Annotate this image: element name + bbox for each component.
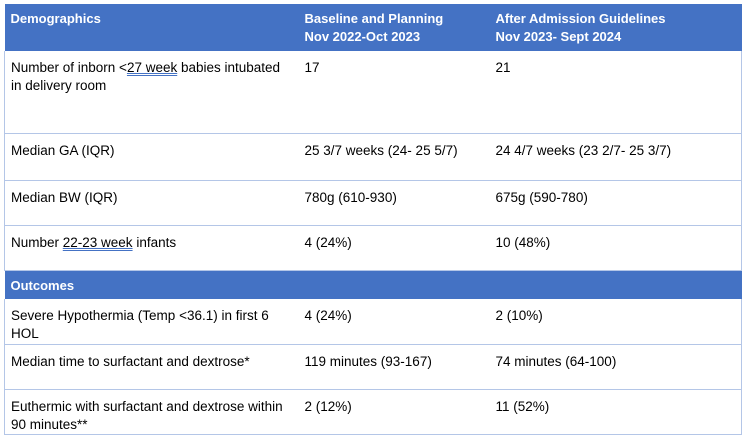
table-row: Number 22-23 week infants 4 (24%) 10 (48… [4, 225, 742, 271]
after-value: 24 4/7 weeks (23 2/7- 25 3/7) [489, 133, 742, 181]
baseline-column-header: Baseline and Planning Nov 2022-Oct 2023 [298, 4, 490, 51]
row-label: Number of inborn <27 week babies intubat… [4, 51, 299, 134]
baseline-value: 119 minutes (93-167) [298, 344, 490, 390]
after-value: 2 (10%) [489, 299, 742, 345]
row-label: Median GA (IQR) [4, 133, 299, 181]
row-label: Severe Hypothermia (Temp <36.1) in first… [4, 299, 299, 345]
demographics-header: Demographics [4, 4, 299, 51]
after-column-header: After Admission Guidelines Nov 2023- Sep… [489, 4, 742, 51]
table-row: Severe Hypothermia (Temp <36.1) in first… [4, 299, 742, 345]
row-label: Median time to surfactant and dextrose* [4, 344, 299, 390]
after-value: 21 [489, 51, 742, 134]
table-row: Median BW (IQR) 780g (610-930) 675g (590… [4, 180, 742, 226]
table-row: Number of inborn <27 week babies intubat… [4, 51, 742, 134]
outcomes-header: Outcomes [4, 270, 299, 299]
after-value: 10 (48%) [489, 225, 742, 271]
demographics-header-row: Demographics Baseline and Planning Nov 2… [4, 4, 742, 51]
after-value: 675g (590-780) [489, 180, 742, 226]
baseline-value: 17 [298, 51, 490, 134]
results-table: Demographics Baseline and Planning Nov 2… [4, 4, 742, 435]
baseline-header-title: Baseline and Planning [304, 11, 444, 26]
baseline-value: 2 (12%) [298, 389, 490, 435]
row-label: Median BW (IQR) [4, 180, 299, 226]
underlined-term: 27 week [126, 60, 178, 75]
table-row: Median GA (IQR) 25 3/7 weeks (24- 25 5/7… [4, 133, 742, 181]
baseline-value: 4 (24%) [298, 299, 490, 345]
baseline-value: 4 (24%) [298, 225, 490, 271]
after-value: 74 minutes (64-100) [489, 344, 742, 390]
baseline-value: 780g (610-930) [298, 180, 490, 226]
table-row: Euthermic with surfactant and dextrose w… [4, 389, 742, 435]
row-label: Euthermic with surfactant and dextrose w… [4, 389, 299, 435]
after-header-period: Nov 2023- Sept 2024 [495, 29, 622, 44]
underlined-term: 22-23 week [62, 234, 133, 250]
outcomes-header-row: Outcomes [4, 270, 742, 299]
results-table-container: Demographics Baseline and Planning Nov 2… [4, 4, 742, 435]
baseline-header-period: Nov 2022-Oct 2023 [304, 29, 421, 44]
baseline-value: 25 3/7 weeks (24- 25 5/7) [298, 133, 490, 181]
table-row: Median time to surfactant and dextrose* … [4, 344, 742, 390]
after-value: 11 (52%) [489, 389, 742, 435]
after-header-title: After Admission Guidelines [495, 11, 666, 26]
row-label: Number 22-23 week infants [4, 225, 299, 271]
